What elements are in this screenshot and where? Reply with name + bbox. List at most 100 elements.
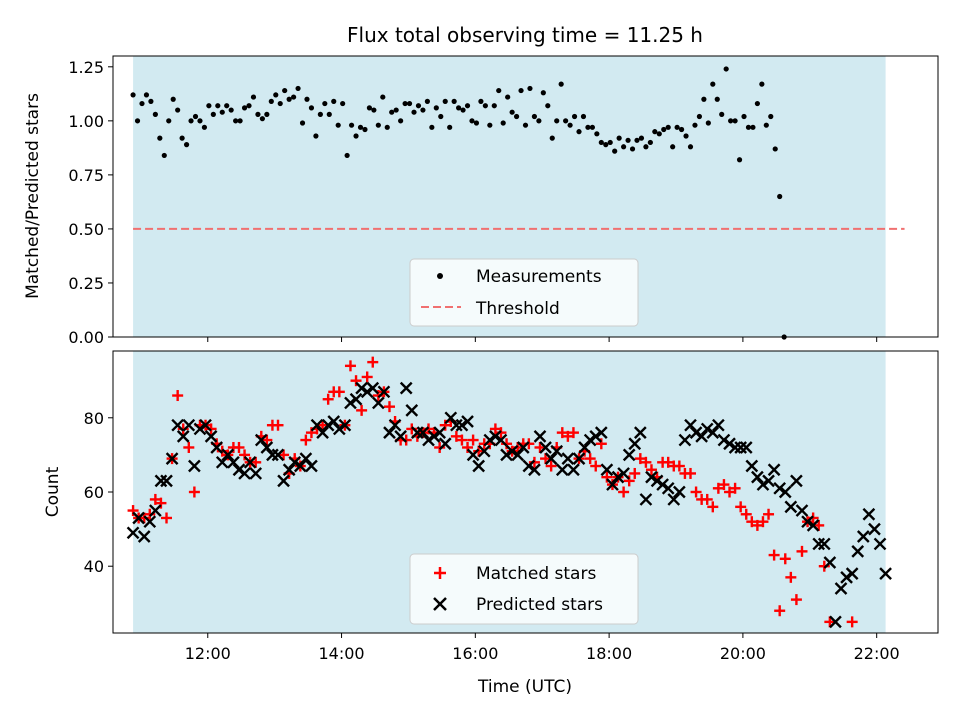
predicted-star-point: [712, 418, 725, 432]
predicted-star-point: [678, 433, 692, 447]
predicted-star-point: [466, 448, 480, 462]
measurement-point: [210, 111, 216, 117]
measurement-point: [750, 124, 756, 130]
predicted-star-stroke-b: [756, 478, 770, 491]
x-tick-label: 12:00: [185, 644, 231, 663]
measurement-point: [723, 66, 729, 72]
measurement-point: [143, 92, 150, 98]
measurement-point: [629, 146, 636, 152]
measurement-point: [291, 94, 297, 100]
predicted-star-stroke-b: [483, 433, 497, 447]
matched-star-point: [523, 438, 535, 450]
predicted-star-stroke-b: [360, 385, 374, 399]
measurement-point: [179, 135, 185, 141]
matched-star-point: [562, 430, 574, 442]
top-y-tick-label: 1.25: [68, 58, 104, 77]
predicted-star-stroke-b: [293, 459, 307, 473]
predicted-star-point: [282, 463, 296, 477]
measurement-point: [139, 100, 145, 107]
matched-star-point: [456, 434, 468, 446]
measurement-point: [456, 105, 462, 111]
matched-star-point: [512, 441, 524, 453]
predicted-star-point: [399, 381, 413, 395]
predicted-stars-series: [126, 381, 892, 629]
predicted-star-point: [254, 433, 268, 447]
predicted-star-point: [215, 455, 229, 469]
predicted-star-point: [868, 522, 881, 536]
predicted-star-point: [450, 418, 463, 432]
matched-star-point: [261, 434, 273, 446]
predicted-star-point: [516, 441, 530, 454]
measurement-point: [625, 137, 631, 143]
predicted-star-stroke-b: [879, 567, 892, 580]
measurement-point: [638, 135, 645, 141]
measurement-point: [665, 124, 671, 130]
matched-star-point: [501, 438, 513, 450]
predicted-star-stroke-b: [221, 448, 235, 462]
measurement-point: [736, 157, 743, 163]
matched-star-point: [344, 360, 356, 372]
predicted-star-stroke-b: [817, 537, 831, 551]
top-panel: 0.00 0.25 0.50 0.75 1.00 1.25 Matched/Predict…: [23, 55, 939, 347]
measurement-point: [183, 142, 190, 148]
measurement-point: [259, 116, 265, 122]
predicted-star-point: [199, 418, 212, 432]
predicted-star-stroke-b: [489, 429, 502, 443]
predicted-star-point: [489, 429, 502, 443]
measurement-point: [447, 124, 453, 130]
predicted-star-stroke-b: [845, 567, 859, 580]
measurements-series: [130, 66, 787, 340]
measurement-point: [233, 118, 239, 124]
measurement-point: [255, 111, 261, 117]
predicted-star-point: [433, 426, 447, 439]
bottom-legend-box: [409, 553, 639, 625]
measurement-point: [415, 103, 422, 109]
predicted-star-point: [778, 485, 792, 499]
measurement-point: [567, 122, 573, 128]
bottom-y-tick-label: 40: [84, 557, 104, 576]
predicted-star-stroke-b: [572, 452, 586, 465]
matched-star-point: [595, 438, 607, 450]
matched-star-point: [796, 545, 808, 557]
predicted-star-point: [561, 452, 575, 465]
predicted-star-stroke-b: [327, 415, 341, 428]
predicted-star-stroke-b: [427, 429, 441, 443]
matched-star-point: [333, 386, 345, 398]
predicted-star-point: [371, 396, 385, 410]
predicted-star-point: [806, 519, 820, 532]
measurement-point: [732, 118, 738, 124]
predicted-star-point: [472, 459, 486, 473]
legend-measurements-marker: [437, 273, 443, 279]
predicted-star-stroke-b: [689, 426, 703, 439]
matched-star-point: [300, 434, 312, 446]
predicted-star-point: [193, 422, 207, 436]
predicted-star-stroke-b: [215, 455, 229, 469]
predicted-star-stroke-b: [472, 459, 486, 473]
matched-star-point: [807, 512, 819, 524]
predicted-star-point: [271, 448, 285, 462]
predicted-star-stroke-b: [834, 582, 848, 595]
predicted-star-point: [277, 474, 290, 488]
measurement-point: [487, 122, 493, 128]
measurement-point: [335, 122, 341, 128]
predicted-star-point: [405, 404, 419, 417]
x-tick-label: 20:00: [720, 644, 766, 663]
matched-star-point: [528, 456, 540, 468]
predicted-star-point: [862, 507, 876, 521]
predicted-star-stroke-b: [450, 418, 463, 432]
measurement-point: [170, 96, 176, 102]
predicted-star-point: [767, 463, 781, 477]
measurement-point: [148, 98, 154, 104]
predicted-star-stroke-b: [355, 381, 368, 395]
matched-star-point: [540, 453, 552, 465]
predicted-star-point: [154, 474, 168, 488]
predicted-star-stroke-b: [165, 452, 179, 465]
predicted-star-point: [360, 385, 374, 399]
measurement-point: [768, 113, 774, 120]
measurement-point: [656, 131, 662, 137]
matched-star-point: [740, 508, 752, 520]
predicted-star-stroke-b: [377, 385, 391, 399]
predicted-star-point: [528, 463, 541, 477]
predicted-star-stroke-b: [829, 615, 842, 629]
matched-star-point: [590, 460, 602, 472]
